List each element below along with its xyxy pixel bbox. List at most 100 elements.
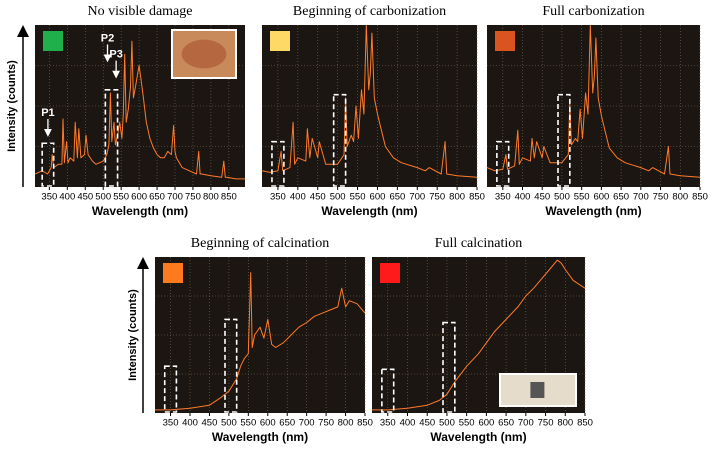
spectrum-line — [262, 25, 477, 178]
highlight-box — [442, 321, 456, 413]
highlight-box — [104, 89, 119, 187]
x-tick-label: 500 — [95, 192, 111, 203]
x-tick-label: 750 — [185, 192, 201, 203]
spectrum-line — [372, 259, 585, 411]
x-tick-label: 700 — [167, 192, 183, 203]
panel: 350 400 450 500 550 600 650 700 750 800 850Beginni… — [127, 236, 373, 444]
series — [487, 25, 700, 178]
x-tick-label: 500 — [554, 192, 570, 203]
x-tick-label: 450 — [202, 418, 218, 429]
x-tick-label: 350 — [41, 192, 57, 203]
annotation: P1 — [41, 107, 54, 119]
x-tick-label: 450 — [534, 192, 550, 203]
x-tick-label: 800 — [672, 192, 688, 203]
highlight-box — [332, 93, 347, 187]
annotation: P2 — [101, 32, 114, 44]
x-tick-label: 550 — [350, 192, 366, 203]
swatch — [270, 31, 290, 51]
x-tick-label: 550 — [240, 418, 256, 429]
swatch — [163, 263, 183, 283]
x-tick-label: 350 — [163, 418, 179, 429]
x-tick-label: 700 — [409, 192, 425, 203]
x-axis-label: Wavelength (nm) — [430, 430, 526, 444]
x-tick-label: 800 — [203, 192, 219, 203]
x-tick-label: 850 — [357, 418, 373, 429]
highlight-box — [41, 142, 55, 187]
x-tick-label: 850 — [469, 192, 485, 203]
x-tick-label: 350 — [270, 192, 286, 203]
x-tick-label: 450 — [310, 192, 326, 203]
swatch — [380, 263, 400, 283]
panel-title: Full carbonization — [542, 4, 644, 19]
swatch — [43, 31, 63, 51]
x-tick-label: 350 — [495, 192, 511, 203]
panel: 350 400 450 500 550 600 650 700 750 800 850 Beginni… — [262, 4, 485, 218]
x-tick-label: 650 — [613, 192, 629, 203]
x-tick-label: 850 — [577, 418, 593, 429]
series — [262, 25, 477, 178]
x-tick-label: 400 — [400, 418, 416, 429]
highlight-box — [381, 368, 395, 413]
series — [155, 272, 365, 411]
inset-stain — [181, 39, 227, 69]
x-tick-label: 600 — [260, 418, 276, 429]
x-axis-label: Wavelength (nm) — [545, 204, 641, 218]
x-tick-label: 800 — [449, 192, 465, 203]
annotation: P3 — [109, 49, 122, 61]
highlight-box — [496, 140, 510, 187]
x-tick-label: 550 — [113, 192, 129, 203]
x-tick-label: 700 — [633, 192, 649, 203]
highlight-box — [557, 93, 571, 187]
panel-title: Beginning of carbonization — [293, 4, 446, 19]
x-tick-label: 650 — [279, 418, 295, 429]
x-tick-label: 850 — [221, 192, 237, 203]
spectrum-line — [35, 40, 245, 180]
y-axis-label: Intensity (counts) — [127, 289, 139, 381]
x-tick-label: 750 — [429, 192, 445, 203]
x-axis-label: Wavelength (nm) — [212, 430, 308, 444]
x-tick-label: 700 — [299, 418, 315, 429]
x-tick-label: 600 — [593, 192, 609, 203]
x-tick-label: 500 — [439, 418, 455, 429]
x-tick-label: 400 — [182, 418, 198, 429]
inset-photo — [499, 373, 577, 407]
inset-mark — [530, 382, 545, 398]
x-tick-label: 700 — [518, 418, 534, 429]
x-tick-label: 800 — [557, 418, 573, 429]
x-tick-label: 500 — [221, 418, 237, 429]
x-tick-label: 450 — [419, 418, 435, 429]
x-axis-label: Wavelength (nm) — [92, 204, 188, 218]
swatch — [495, 31, 515, 51]
x-tick-label: 650 — [389, 192, 405, 203]
x-tick-label: 600 — [478, 418, 494, 429]
x-tick-label: 400 — [290, 192, 306, 203]
x-tick-label: 450 — [77, 192, 93, 203]
x-tick-label: 550 — [459, 418, 475, 429]
x-tick-label: 850 — [692, 192, 708, 203]
spectrum-line — [155, 272, 365, 411]
x-tick-label: 600 — [131, 192, 147, 203]
x-tick-label: 500 — [330, 192, 346, 203]
series — [35, 40, 245, 180]
highlight-box — [163, 365, 178, 413]
y-axis-label: Intensity (counts) — [6, 60, 18, 152]
panel-title: Full calcination — [435, 236, 522, 251]
highlight-box — [271, 140, 285, 187]
x-tick-label: 750 — [538, 418, 554, 429]
x-tick-label: 550 — [574, 192, 590, 203]
x-tick-label: 400 — [59, 192, 75, 203]
x-tick-label: 750 — [653, 192, 669, 203]
panel-title: Beginning of calcination — [191, 236, 329, 251]
highlight-box — [224, 318, 238, 413]
x-axis-label: Wavelength (nm) — [321, 204, 417, 218]
x-tick-label: 650 — [498, 418, 514, 429]
series — [372, 259, 585, 411]
x-tick-label: 600 — [370, 192, 386, 203]
x-tick-label: 750 — [318, 418, 334, 429]
panel-title: No visible damage — [88, 4, 193, 19]
x-tick-label: 650 — [149, 192, 165, 203]
x-tick-label: 400 — [515, 192, 531, 203]
